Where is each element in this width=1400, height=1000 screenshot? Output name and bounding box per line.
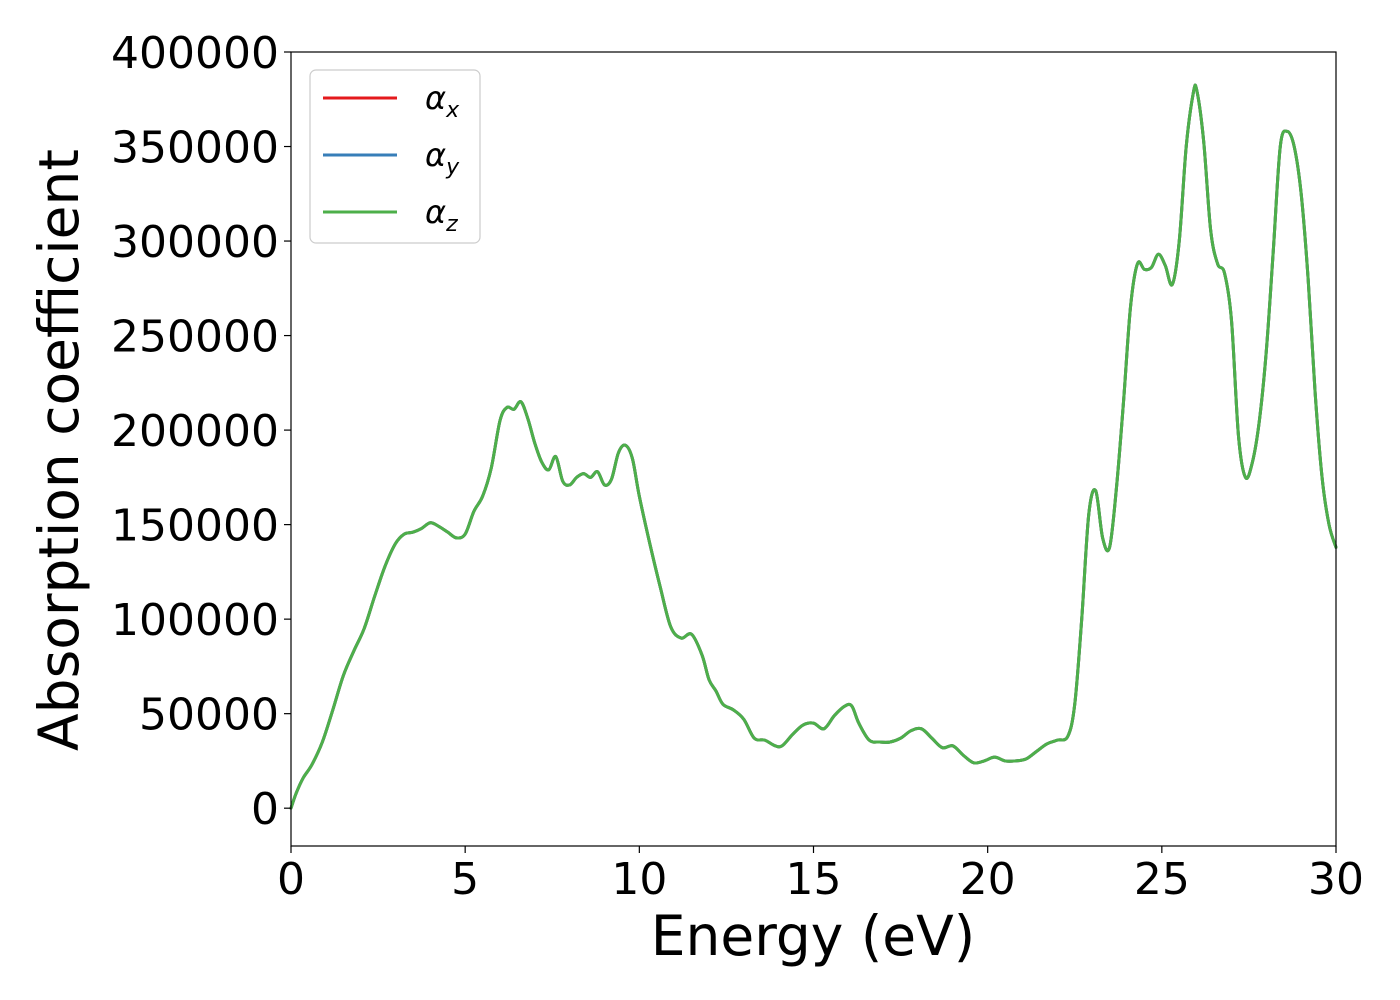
- y-tick-label: 100000: [111, 595, 279, 646]
- y-tick-label: 400000: [111, 28, 279, 79]
- legend-label-subscript: x: [445, 98, 460, 123]
- x-tick-label: 20: [960, 854, 1016, 905]
- x-tick-label: 15: [786, 854, 842, 905]
- x-tick-label: 30: [1308, 854, 1364, 905]
- y-tick-label: 150000: [111, 501, 279, 552]
- legend-label-base: α: [425, 136, 446, 174]
- x-tick-label: 0: [277, 854, 305, 905]
- legend-label-base: α: [425, 193, 446, 231]
- x-tick-label: 25: [1134, 854, 1190, 905]
- legend-label-z: αz: [425, 193, 458, 237]
- y-tick-label: 50000: [139, 690, 279, 741]
- y-tick-label: 250000: [111, 312, 279, 363]
- legend-label-y: αy: [425, 136, 460, 180]
- legend-label-base: α: [425, 79, 446, 117]
- x-tick-label: 10: [611, 854, 667, 905]
- legend-label-x: αx: [425, 79, 460, 123]
- x-axis-label: Energy (eV): [651, 904, 975, 968]
- legend-label-subscript: z: [445, 212, 458, 237]
- x-tick-label: 5: [451, 854, 479, 905]
- y-axis-label: Absorption coefficient: [27, 149, 91, 751]
- y-tick-label: 300000: [111, 217, 279, 268]
- x-axis-ticks: 0 5 10 15 20 25 30: [277, 846, 1364, 905]
- y-axis-ticks: 0 50000 100000 150000 200000 250000 300000 3500…: [111, 28, 291, 835]
- y-tick-label: 200000: [111, 406, 279, 457]
- y-tick-label: 0: [251, 784, 279, 835]
- legend-label-subscript: y: [445, 155, 460, 180]
- series-line-z: [289, 83, 1338, 810]
- series-layer: [289, 83, 1338, 810]
- y-tick-label: 350000: [111, 123, 279, 174]
